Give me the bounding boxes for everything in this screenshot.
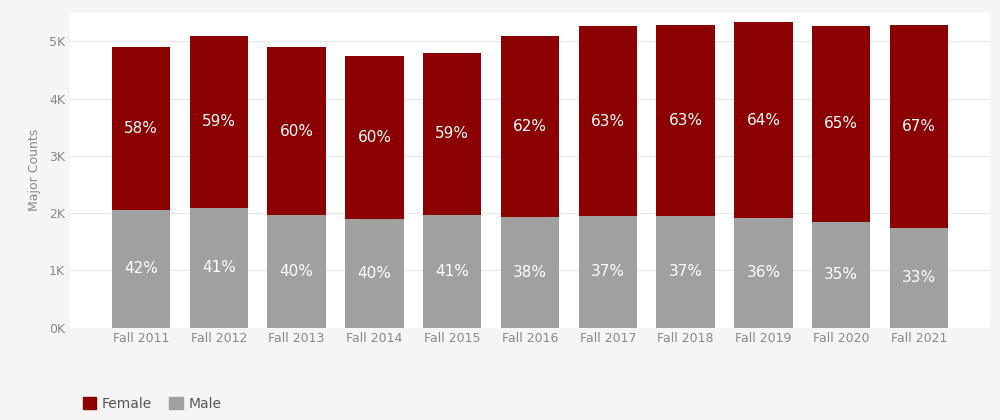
- Text: 38%: 38%: [513, 265, 547, 280]
- Bar: [267, 47, 326, 215]
- Text: 35%: 35%: [824, 267, 858, 282]
- Text: 58%: 58%: [124, 121, 158, 136]
- Bar: [501, 36, 559, 217]
- Bar: [423, 215, 481, 328]
- Text: 60%: 60%: [357, 130, 391, 144]
- Text: 33%: 33%: [902, 270, 936, 285]
- Bar: [267, 215, 326, 328]
- Bar: [345, 219, 404, 328]
- Text: 37%: 37%: [591, 264, 625, 279]
- Text: 41%: 41%: [435, 264, 469, 279]
- Bar: [190, 36, 248, 208]
- Bar: [812, 222, 870, 328]
- Legend: Female, Male: Female, Male: [77, 391, 227, 416]
- Bar: [579, 216, 637, 328]
- Bar: [345, 55, 404, 219]
- Text: 59%: 59%: [202, 114, 236, 129]
- Text: 41%: 41%: [202, 260, 236, 275]
- Bar: [890, 25, 948, 228]
- Text: 62%: 62%: [513, 118, 547, 134]
- Text: 36%: 36%: [746, 265, 780, 280]
- Text: 42%: 42%: [124, 261, 158, 276]
- Text: 59%: 59%: [435, 126, 469, 141]
- Text: 67%: 67%: [902, 119, 936, 134]
- Bar: [112, 47, 170, 210]
- Text: 63%: 63%: [591, 114, 625, 129]
- Bar: [734, 218, 793, 328]
- Bar: [890, 228, 948, 328]
- Text: 40%: 40%: [357, 266, 391, 281]
- Bar: [656, 25, 715, 216]
- Bar: [579, 26, 637, 216]
- Bar: [812, 26, 870, 222]
- Bar: [423, 52, 481, 215]
- Bar: [501, 217, 559, 328]
- Bar: [190, 208, 248, 328]
- Text: 64%: 64%: [746, 113, 780, 128]
- Text: 65%: 65%: [824, 116, 858, 131]
- Bar: [734, 22, 793, 218]
- Bar: [112, 210, 170, 328]
- Text: 60%: 60%: [280, 123, 314, 139]
- Text: 40%: 40%: [280, 264, 314, 279]
- Text: 63%: 63%: [669, 113, 703, 128]
- Y-axis label: Major Counts: Major Counts: [28, 129, 41, 211]
- Text: 37%: 37%: [669, 264, 703, 279]
- Bar: [656, 216, 715, 328]
